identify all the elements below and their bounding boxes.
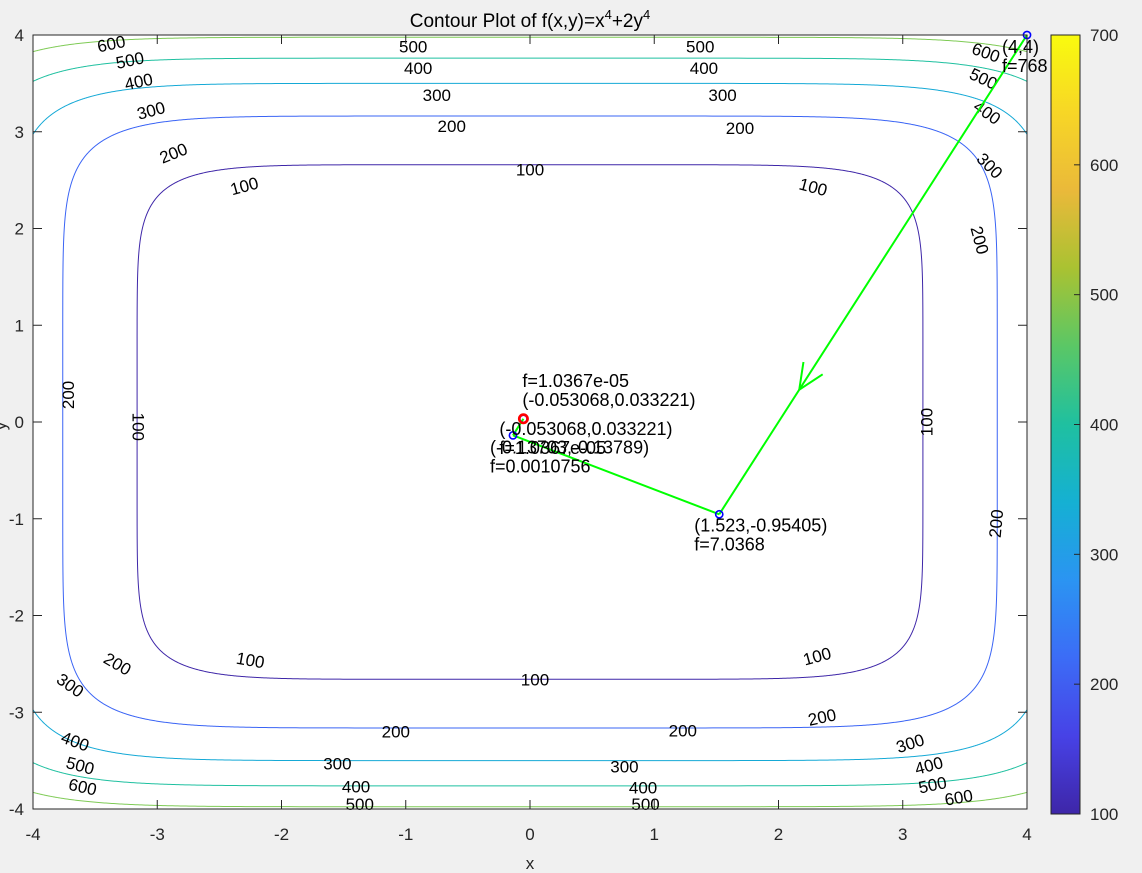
contour-label: 200	[726, 119, 754, 138]
colorbar-tick-label: 500	[1090, 286, 1118, 305]
contour-line-200	[62, 115, 998, 729]
y-tick-label: -3	[9, 703, 24, 722]
y-tick-label: 2	[15, 220, 24, 239]
x-tick-label: -3	[150, 825, 165, 844]
chart-title: Contour Plot of f(x,y)=x4+2y4	[410, 7, 650, 32]
x-tick-label: 2	[774, 825, 783, 844]
contour-label: 200	[669, 722, 697, 741]
point-label-coords: (4,4)	[1002, 37, 1039, 57]
x-tick-label: -2	[274, 825, 289, 844]
x-tick-label: 4	[1022, 825, 1031, 844]
contour-label: 500	[631, 795, 659, 814]
point-label-value: f=0.0010756	[490, 456, 591, 476]
contour-label: 300	[323, 755, 351, 774]
point-label-coords: (1.523,-0.95405)	[694, 515, 827, 535]
contour-label: 400	[629, 779, 657, 798]
contour-label: 100	[129, 413, 148, 441]
point-label-value: f=1.0367e-05	[499, 438, 606, 458]
contour-label: 200	[59, 381, 78, 409]
contour-label: 400	[690, 59, 718, 78]
y-axis-label: y	[0, 421, 10, 430]
contour-label: 300	[610, 757, 638, 776]
colorbar-tick-label: 200	[1090, 675, 1118, 694]
y-tick-label: -4	[9, 800, 24, 819]
point-label-coords: (-0.13703,-0.13789)	[490, 437, 649, 457]
path-point	[508, 430, 518, 440]
point-label-coords: (-0.053068,0.033221)	[499, 419, 672, 439]
contour-line-400	[33, 57, 1027, 787]
x-axis-label: x	[526, 854, 535, 873]
y-tick-label: -1	[9, 510, 24, 529]
contour-label: 200	[986, 509, 1007, 539]
contour-label: 100	[516, 160, 544, 179]
x-tick-label: -4	[25, 825, 40, 844]
colorbar-tick-label: 600	[1090, 156, 1118, 175]
minimum-label-coords: (-0.053068,0.033221)	[522, 390, 695, 410]
plot-area	[33, 35, 1027, 809]
contour-label: 400	[404, 59, 432, 78]
y-tick-label: 3	[15, 123, 24, 142]
colorbar: 100 200 300 400 500 600 700	[1050, 26, 1118, 824]
contour-label: 400	[342, 778, 370, 797]
contour-lines	[33, 36, 1027, 808]
point-annotations: (4,4)f=768 (1.523,-0.95405)f=7.0368 (-0.13…	[490, 30, 1048, 554]
contour-label: 500	[346, 795, 374, 814]
y-tick-label: 4	[15, 26, 24, 45]
contour-label: 600	[943, 786, 974, 810]
y-tick-label: 1	[15, 316, 24, 335]
contour-label: 200	[438, 117, 466, 136]
minimum-label-value: f=1.0367e-05	[522, 371, 629, 391]
contour-label: 300	[708, 86, 736, 105]
colorbar-tick-label: 300	[1090, 545, 1118, 564]
path-point	[714, 509, 724, 519]
contour-label: 100	[521, 670, 549, 689]
path-segment	[512, 434, 720, 516]
contour-label: 300	[423, 86, 451, 105]
contour-line-500	[33, 36, 1027, 808]
y-axis-ticks: -4 -3 -2 -1 0 1 2 3 4	[9, 26, 1027, 819]
contour-line-100	[136, 164, 924, 680]
point-label-value: f=7.0368	[694, 534, 765, 554]
contour-line-300	[33, 82, 1027, 762]
y-tick-label: -2	[9, 607, 24, 626]
colorbar-tick-label: 400	[1090, 416, 1118, 435]
x-axis-ticks: -4 -3 -2 -1 0 1 2 3 4	[25, 35, 1032, 844]
contour-label: 100	[235, 649, 266, 673]
x-tick-label: 0	[525, 825, 534, 844]
colorbar-tick-label: 700	[1090, 26, 1118, 45]
contour-label: 100	[917, 408, 936, 436]
path-arrowhead	[797, 361, 824, 392]
y-tick-label: 0	[15, 413, 24, 432]
x-tick-label: -1	[398, 825, 413, 844]
path-segment	[718, 34, 1028, 515]
contour-label: 500	[686, 38, 714, 57]
colorbar-tick-label: 100	[1090, 805, 1118, 824]
contour-label: 500	[399, 38, 427, 57]
contour-label: 200	[382, 723, 410, 742]
point-label-value: f=768	[1002, 56, 1048, 76]
x-tick-label: 1	[650, 825, 659, 844]
x-tick-label: 3	[898, 825, 907, 844]
minimum-marker	[517, 413, 529, 425]
